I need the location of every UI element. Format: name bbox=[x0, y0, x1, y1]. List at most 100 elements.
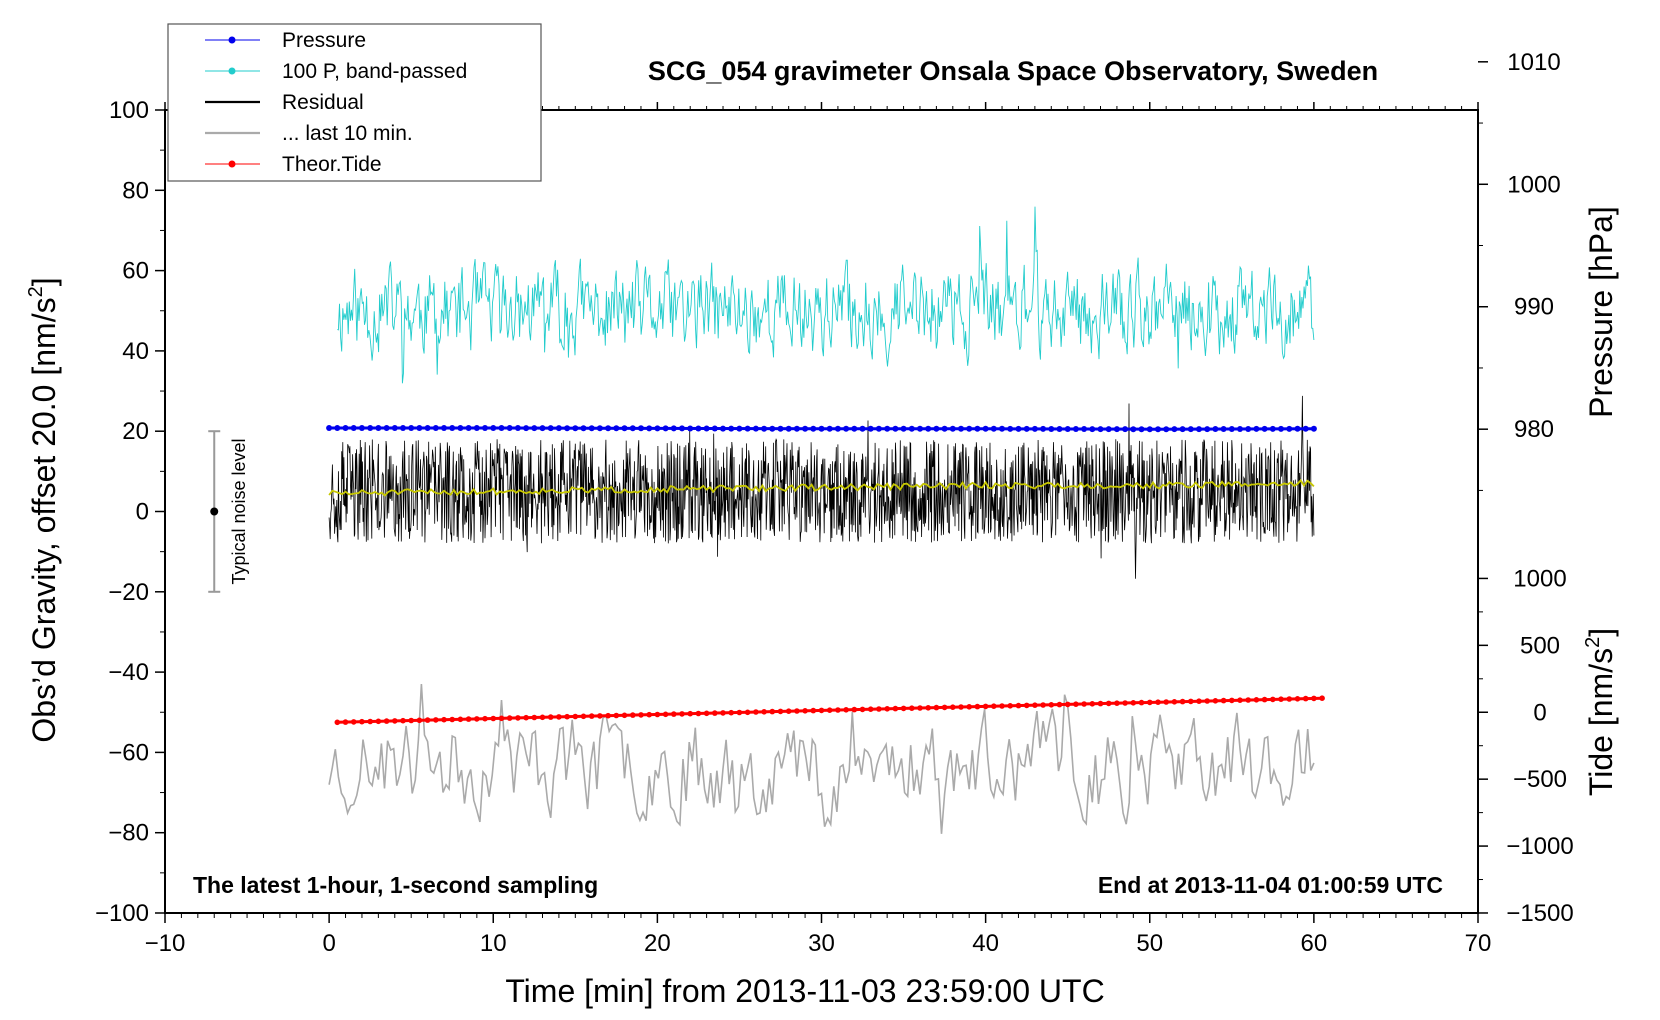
tide-point bbox=[1114, 700, 1120, 706]
pressure-point bbox=[793, 425, 800, 432]
y-tick-label: 60 bbox=[122, 258, 149, 285]
legend-marker bbox=[228, 36, 236, 44]
pressure-point bbox=[1302, 425, 1309, 432]
tide-point bbox=[941, 704, 948, 711]
tide-point bbox=[1023, 702, 1030, 709]
legend: Pressure 100 P, band-passed Residual ... la… bbox=[167, 23, 542, 182]
tide-point bbox=[1319, 695, 1325, 701]
pressure-point bbox=[744, 425, 751, 432]
tide-point bbox=[400, 717, 406, 724]
tide-point bbox=[1032, 702, 1038, 708]
y-axis-title: Obs’d Gravity, offset 20.0 [nm/s2] bbox=[25, 277, 62, 742]
pressure-tick-label: 980 bbox=[1514, 416, 1554, 443]
tide-point bbox=[933, 704, 940, 711]
tide-point bbox=[900, 705, 907, 712]
tide-point bbox=[1237, 697, 1243, 703]
tide-point bbox=[785, 708, 792, 714]
tide-point bbox=[974, 703, 981, 710]
pressure-point bbox=[1163, 426, 1170, 433]
pressure-point bbox=[1031, 425, 1038, 432]
pressure-point bbox=[1171, 426, 1178, 433]
legend-marker bbox=[228, 160, 236, 168]
pressure-point bbox=[1072, 426, 1079, 432]
pressure-point bbox=[1187, 426, 1194, 433]
pressure-point bbox=[498, 425, 505, 431]
y-tick-label: 100 bbox=[109, 97, 149, 124]
tide-point bbox=[342, 719, 349, 725]
x-tick-label: 50 bbox=[1136, 930, 1163, 957]
pressure-point bbox=[711, 425, 718, 432]
tide-point bbox=[572, 713, 579, 720]
y-tick-label: 20 bbox=[122, 418, 149, 445]
pressure-point bbox=[506, 425, 513, 431]
pressure-point bbox=[400, 425, 406, 431]
tide-point bbox=[1302, 695, 1309, 702]
legend-label: 100 P, band-passed bbox=[282, 60, 467, 83]
pressure-point bbox=[720, 425, 726, 432]
tide-point bbox=[1048, 702, 1055, 708]
pressure-point bbox=[999, 425, 1005, 432]
tide-point bbox=[802, 708, 808, 714]
series-residual-line bbox=[328, 395, 1315, 579]
tide-point bbox=[1073, 701, 1079, 707]
pressure-point bbox=[490, 425, 497, 431]
pressure-point bbox=[1261, 425, 1268, 432]
tide-point bbox=[359, 718, 365, 725]
tide-point bbox=[1188, 698, 1194, 705]
pressure-point bbox=[391, 425, 398, 431]
x-tick-label: 20 bbox=[644, 930, 671, 957]
legend-label: Pressure bbox=[282, 29, 366, 52]
pressure-point bbox=[638, 425, 644, 432]
pressure-point bbox=[1269, 425, 1276, 432]
x-tick-label: 0 bbox=[322, 930, 335, 957]
tide-point bbox=[465, 716, 472, 722]
tide-tick-label: −1500 bbox=[1506, 900, 1573, 927]
tide-point bbox=[646, 711, 652, 718]
pressure-point bbox=[884, 425, 891, 432]
tide-point bbox=[638, 712, 644, 718]
y-tick-label: −40 bbox=[108, 659, 149, 686]
tide-point bbox=[367, 718, 374, 725]
tide-point bbox=[1171, 699, 1178, 705]
pressure-point bbox=[1007, 425, 1014, 432]
tide-tick-label: −1000 bbox=[1506, 833, 1573, 860]
right-axis-ticks: 103010201010100099098010005000−500−1000−… bbox=[1478, 49, 1574, 927]
tide-point bbox=[474, 716, 480, 722]
noise-bar-group: Typical noise level bbox=[208, 430, 249, 593]
pressure-point bbox=[1196, 426, 1202, 433]
pressure-point bbox=[843, 425, 850, 432]
pressure-point bbox=[679, 425, 685, 432]
y-tick-label: 40 bbox=[122, 338, 149, 365]
tide-point bbox=[671, 711, 677, 717]
pressure-point bbox=[826, 425, 833, 432]
tide-point bbox=[851, 706, 858, 713]
tide-point bbox=[876, 706, 882, 712]
pressure-point bbox=[531, 425, 538, 432]
tide-point bbox=[695, 710, 702, 717]
series-smoothed-line bbox=[328, 478, 1315, 497]
pressure-point bbox=[424, 425, 431, 431]
tide-point bbox=[605, 712, 611, 719]
tide-point bbox=[909, 705, 915, 711]
tide-point bbox=[1196, 698, 1202, 704]
pressure-point bbox=[867, 425, 874, 432]
tide-point bbox=[556, 714, 562, 720]
pressure-tick-label: 1000 bbox=[1507, 171, 1560, 198]
y-axis-title-end: ] bbox=[26, 277, 62, 286]
pressure-point bbox=[982, 425, 989, 432]
tide-point bbox=[383, 718, 390, 724]
pressure-point bbox=[917, 425, 923, 432]
pressure-point bbox=[859, 425, 866, 432]
legend-marker bbox=[228, 67, 236, 75]
tide-point bbox=[1229, 697, 1235, 704]
tide-point bbox=[744, 709, 751, 716]
tide-point bbox=[1105, 700, 1112, 707]
pressure-axis-title: Pressure [hPa] bbox=[1583, 206, 1619, 418]
pressure-point bbox=[629, 425, 636, 432]
tide-point bbox=[1253, 697, 1260, 703]
tide-point bbox=[1155, 699, 1161, 705]
pressure-point bbox=[514, 425, 521, 431]
tide-point bbox=[490, 715, 497, 722]
tide-point bbox=[720, 710, 726, 716]
tide-point bbox=[867, 706, 874, 712]
